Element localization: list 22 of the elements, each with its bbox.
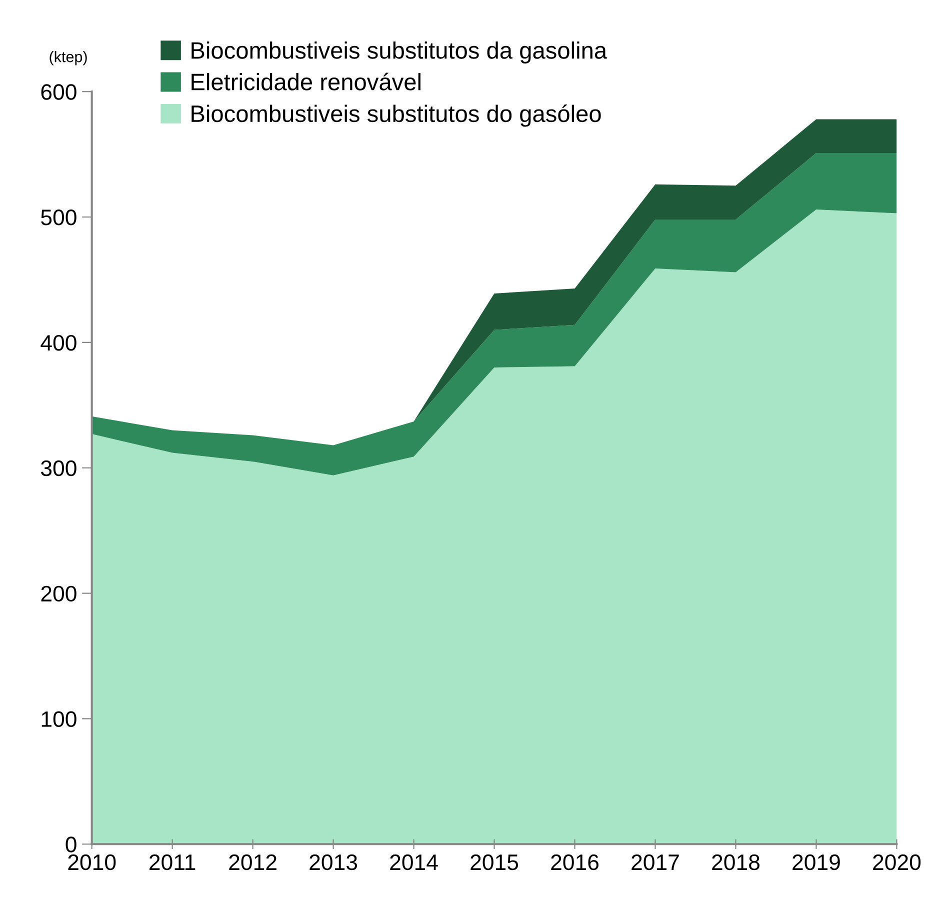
x-tick-label: 2012 [229, 854, 276, 870]
x-tick-label: 2018 [712, 854, 760, 870]
x-tick-label: 2013 [310, 854, 358, 870]
x-tick-label: 2015 [470, 854, 518, 870]
y-tick-label: 0 [66, 836, 76, 852]
y-tick-label: 100 [42, 711, 76, 727]
y-tick-label: 600 [41, 84, 76, 100]
y-tick-label: 500 [41, 210, 76, 226]
y-tick-label: 200 [41, 586, 76, 602]
x-tick-label: 2016 [551, 854, 598, 870]
x-tick-label: 2010 [68, 854, 116, 870]
x-tick-label: 2011 [150, 854, 196, 870]
x-tick-label: 2019 [792, 854, 840, 870]
y-tick-label: 300 [41, 460, 76, 476]
legend-label: Biocombustiveis substitutos da gasolina [192, 41, 608, 64]
y-tick-label: 400 [40, 334, 76, 351]
legend-label: Biocombustiveis substitutos do gasóleo [192, 104, 601, 127]
x-tick-label: 2020 [873, 854, 921, 870]
y-axis-title: (ktep) [50, 51, 87, 66]
legend-label: Eletricidade renovável [192, 72, 420, 90]
x-tick-label: 2014 [390, 854, 438, 870]
x-tick-label: 2017 [632, 854, 679, 870]
